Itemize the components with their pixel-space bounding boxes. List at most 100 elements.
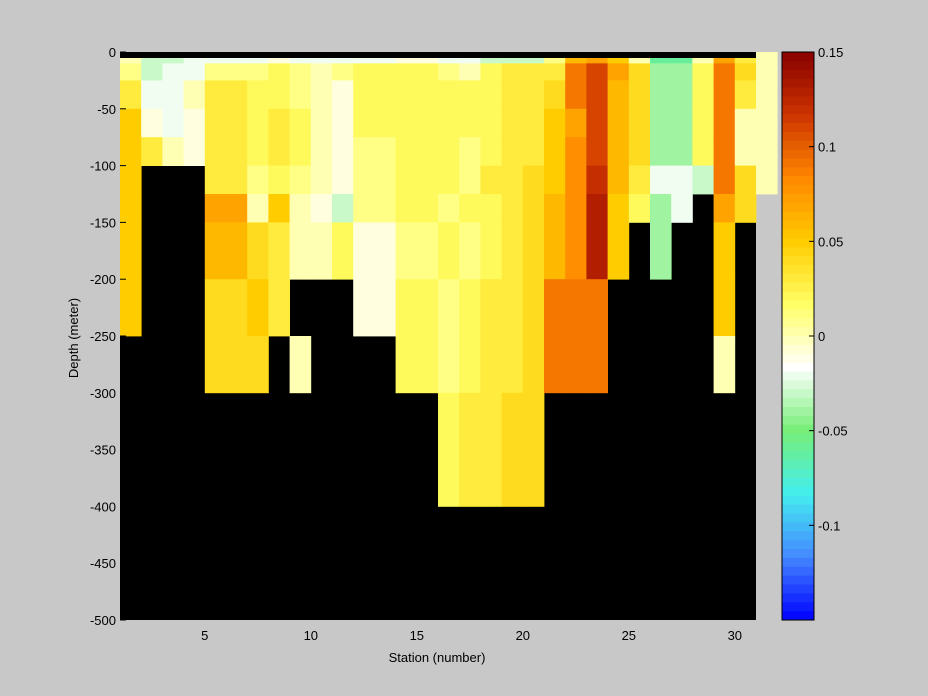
- heatmap-cell: [310, 80, 333, 110]
- heatmap-cell: [247, 222, 269, 280]
- colorbar-segment: [782, 371, 814, 381]
- heatmap-cell: [565, 108, 587, 138]
- heatmap-cell: [120, 137, 142, 166]
- heatmap-cell: [650, 137, 672, 166]
- heatmap-cell: [522, 108, 545, 138]
- heatmap-cell: [204, 194, 227, 223]
- heatmap-cell: [268, 279, 290, 337]
- heatmap-cell: [268, 108, 290, 138]
- heatmap-cell: [374, 80, 396, 110]
- heatmap-cell: [268, 194, 290, 223]
- heatmap-cell: [607, 63, 630, 81]
- y-tick-label: -250: [90, 329, 116, 344]
- x-tick-label: 15: [410, 628, 424, 643]
- heatmap-cell: [120, 165, 142, 195]
- heatmap-cell: [607, 222, 630, 280]
- heatmap-cell: [480, 194, 502, 223]
- colorbar-segment: [782, 389, 814, 399]
- heatmap-cell: [310, 165, 333, 195]
- heatmap-cell: [628, 63, 651, 81]
- heatmap-cell: [501, 80, 524, 110]
- colorbar-segment: [782, 185, 814, 195]
- heatmap-cell: [650, 80, 672, 110]
- heatmap-cell: [374, 108, 396, 138]
- heatmap-cell: [141, 137, 163, 166]
- heatmap-cell: [183, 108, 206, 138]
- y-tick-label: -350: [90, 443, 116, 458]
- heatmap-cell: [734, 108, 757, 138]
- colorbar-segment: [782, 362, 814, 373]
- heatmap-cell: [692, 108, 714, 138]
- x-tick-label: 5: [201, 628, 208, 643]
- heatmap-cell: [522, 392, 545, 507]
- y-tick-label: -100: [90, 159, 116, 174]
- heatmap-cell: [120, 222, 142, 280]
- y-tick-label: -150: [90, 215, 116, 230]
- colorbar-segment: [782, 60, 814, 71]
- heatmap-cell: [310, 194, 333, 223]
- heatmap-cell: [607, 165, 630, 195]
- heatmap-cell: [183, 137, 206, 166]
- heatmap-cell: [734, 165, 757, 195]
- heatmap-cell: [586, 279, 608, 337]
- heatmap-cell: [416, 336, 439, 394]
- heatmap-cell: [459, 108, 481, 138]
- heatmap-cell: [120, 279, 142, 337]
- colorbar-segment: [782, 593, 814, 603]
- colorbar-segment: [782, 52, 814, 62]
- heatmap-cell: [756, 108, 778, 138]
- heatmap-cell: [416, 194, 439, 223]
- heatmap-cell: [416, 63, 439, 81]
- heatmap-cell: [565, 165, 587, 195]
- heatmap-cell: [268, 137, 290, 166]
- colorbar-segment: [782, 202, 814, 213]
- heatmap-cell: [289, 194, 312, 223]
- heatmap-cell: [438, 194, 460, 223]
- heatmap-cell: [628, 108, 651, 138]
- colorbar-segment: [782, 309, 814, 319]
- x-tick-label: 20: [516, 628, 530, 643]
- colorbar-segment: [782, 265, 814, 275]
- colorbar-segment: [782, 602, 814, 612]
- heatmap-cell: [544, 63, 566, 81]
- heatmap-cell: [501, 279, 524, 337]
- heatmap-cell: [713, 194, 736, 223]
- colorbar-segment: [782, 380, 814, 390]
- x-tick-label: 10: [304, 628, 318, 643]
- colorbar-segment: [782, 540, 814, 550]
- heatmap-cell: [756, 165, 778, 195]
- heatmap-cell: [438, 279, 460, 337]
- colorbar-segment: [782, 566, 814, 577]
- heatmap-cell: [416, 108, 439, 138]
- heatmap-cell: [247, 80, 269, 110]
- colorbar-segment: [782, 327, 814, 337]
- heatmap-cell: [650, 194, 672, 223]
- heatmap-cell: [268, 63, 290, 81]
- colorbar-tick-label: 0: [818, 329, 825, 344]
- heatmap-cell: [204, 108, 227, 138]
- heatmap-cell: [332, 222, 354, 280]
- colorbar-segment: [782, 238, 814, 248]
- axes: 5 10 15 20 25 30 0 -50 -100 -150 -200 -250 -300 -350 -…: [90, 45, 742, 643]
- colorbar-segment: [782, 176, 814, 186]
- heatmap-cell: [713, 108, 736, 138]
- y-tick-label: -400: [90, 499, 116, 514]
- heatmap-cell: [353, 63, 375, 81]
- heatmap-cell: [374, 63, 396, 81]
- heatmap-cell: [120, 80, 142, 110]
- heatmap-cell: [204, 63, 227, 81]
- heatmap-cell: [522, 165, 545, 195]
- colorbar-segment: [782, 167, 814, 177]
- heatmap-cell: [438, 137, 460, 166]
- heatmap-cell: [544, 137, 566, 166]
- colorbar-segment: [782, 149, 814, 160]
- colorbar-segment: [782, 407, 814, 417]
- y-tick-label: 0: [109, 45, 116, 60]
- heatmap-cell: [713, 80, 736, 110]
- heatmap-cell: [395, 137, 418, 166]
- colorbar-segment: [782, 158, 814, 168]
- heatmap-cell: [332, 108, 354, 138]
- heatmap-cell: [353, 80, 375, 110]
- heatmap-cell: [353, 279, 375, 337]
- heatmap-cell: [607, 194, 630, 223]
